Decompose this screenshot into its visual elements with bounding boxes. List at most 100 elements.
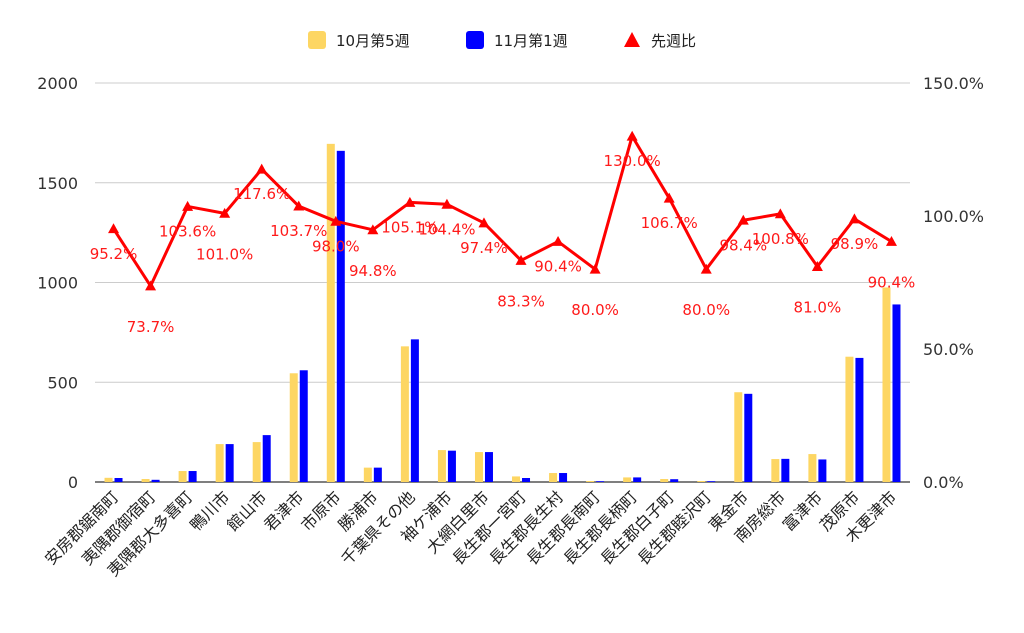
ratio-line: 95.2% 73.7% 103.6% 101.0% 117.6% 103.7%98.0% 9… bbox=[90, 130, 915, 336]
x-axis-categories: 安房郡鋸南町夷隅郡御宿町夷隅郡大多喜町鴨川市館山市君津市市原市勝浦市千葉県その他… bbox=[41, 487, 900, 580]
ratio-data-label: 97.4% bbox=[460, 239, 508, 257]
left-tick-label: 1000 bbox=[37, 274, 78, 293]
ratio-point bbox=[515, 254, 527, 265]
right-tick-label: 150.0% bbox=[923, 74, 984, 93]
ratio-data-label: 80.0% bbox=[682, 301, 730, 319]
ratio-point bbox=[441, 198, 453, 209]
ratio-point bbox=[737, 214, 749, 225]
legend-label: 10月第5週 bbox=[336, 32, 410, 50]
ratio-point bbox=[367, 224, 379, 235]
bar-oct-w5 bbox=[549, 473, 558, 482]
bar-nov-w1 bbox=[484, 452, 493, 482]
legend: 10月第5週 11月第1週 先週比 bbox=[308, 31, 696, 50]
ratio-point bbox=[293, 200, 305, 211]
bar-oct-w5 bbox=[104, 477, 113, 482]
bar-nov-w1 bbox=[336, 150, 345, 482]
bar-nov-w1 bbox=[225, 444, 234, 482]
bars bbox=[104, 143, 901, 482]
bar-oct-w5 bbox=[512, 476, 521, 482]
bar-oct-w5 bbox=[215, 444, 224, 482]
right-tick-label: 0.0% bbox=[923, 473, 964, 492]
ratio-point bbox=[552, 236, 564, 246]
bar-nov-w1 bbox=[114, 478, 123, 482]
bar-oct-w5 bbox=[808, 454, 817, 482]
ratio-point bbox=[108, 223, 120, 234]
bar-nov-w1 bbox=[855, 357, 864, 482]
bar-oct-w5 bbox=[252, 442, 261, 482]
bar-nov-w1 bbox=[892, 304, 901, 482]
ratio-data-label: 90.4% bbox=[534, 258, 582, 276]
ratio-point bbox=[219, 207, 231, 218]
ratio-point bbox=[478, 217, 490, 228]
bar-nov-w1 bbox=[818, 459, 827, 482]
ratio-point bbox=[774, 208, 786, 219]
left-tick-label: 0 bbox=[68, 473, 78, 492]
ratio-data-label: 101.0% bbox=[196, 245, 253, 263]
category-label: 君津市 bbox=[260, 487, 307, 534]
left-tick-label: 500 bbox=[47, 373, 78, 392]
bar-nov-w1 bbox=[373, 467, 382, 482]
left-axis: 0 500 1000 1500 2000 bbox=[37, 74, 78, 492]
ratio-point bbox=[404, 196, 416, 207]
ratio-line-path bbox=[112, 134, 893, 288]
bar-oct-w5 bbox=[363, 467, 372, 482]
ratio-data-label: 83.3% bbox=[497, 292, 545, 310]
legend-label: 11月第1週 bbox=[494, 32, 568, 50]
bar-oct-w5 bbox=[660, 479, 669, 482]
ratio-point bbox=[256, 163, 268, 174]
ratio-data-label: 98.4% bbox=[719, 236, 767, 254]
bar-nov-w1 bbox=[447, 450, 456, 482]
ratio-point bbox=[700, 263, 712, 274]
ratio-data-label: 106.7% bbox=[641, 214, 698, 232]
ratio-data-label: 95.2% bbox=[90, 245, 138, 263]
legend-label: 先週比 bbox=[651, 32, 696, 50]
bar-nov-w1 bbox=[522, 478, 531, 482]
bar-oct-w5 bbox=[289, 373, 298, 482]
ratio-data-label: 103.7% bbox=[270, 222, 327, 240]
ratio-data-label: 104.4% bbox=[418, 220, 475, 238]
ratio-data-label: 117.6% bbox=[233, 185, 290, 203]
bar-oct-w5 bbox=[882, 287, 891, 482]
bar-oct-w5 bbox=[734, 392, 743, 482]
category-label: 館山市 bbox=[223, 487, 270, 534]
bar-nov-w1 bbox=[299, 370, 308, 482]
right-tick-label: 100.0% bbox=[923, 207, 984, 226]
ratio-data-label: 103.6% bbox=[159, 222, 216, 240]
bar-oct-w5 bbox=[771, 459, 780, 482]
category-label: 鴨川市 bbox=[186, 487, 233, 534]
legend-swatch bbox=[308, 31, 326, 49]
bar-nov-w1 bbox=[151, 479, 160, 482]
ratio-data-label: 105.1% bbox=[381, 218, 438, 236]
bar-oct-w5 bbox=[586, 481, 595, 482]
ratio-data-label: 80.0% bbox=[571, 301, 619, 319]
category-label: 富津市 bbox=[779, 487, 826, 534]
ratio-point bbox=[182, 200, 194, 211]
bar-oct-w5 bbox=[437, 450, 446, 482]
right-tick-label: 50.0% bbox=[923, 340, 974, 359]
ratio-point bbox=[885, 236, 897, 246]
category-label: 市原市 bbox=[297, 487, 344, 534]
left-tick-label: 2000 bbox=[37, 74, 78, 93]
legend-swatch bbox=[466, 31, 484, 49]
right-axis: 0.0% 50.0% 100.0% 150.0% bbox=[923, 74, 984, 492]
ratio-point bbox=[811, 261, 823, 271]
ratio-point bbox=[330, 215, 342, 226]
ratio-point bbox=[848, 213, 860, 224]
ratio-data-label: 94.8% bbox=[349, 262, 397, 280]
ratio-data-label: 73.7% bbox=[127, 318, 175, 336]
ratio-data-label: 130.0% bbox=[604, 152, 661, 170]
ratio-point bbox=[663, 192, 675, 203]
bar-oct-w5 bbox=[400, 346, 409, 482]
bar-oct-w5 bbox=[326, 143, 335, 482]
bar-nov-w1 bbox=[188, 471, 197, 482]
ratio-data-label: 98.9% bbox=[831, 235, 879, 253]
gridlines bbox=[95, 82, 910, 483]
bar-oct-w5 bbox=[623, 477, 632, 482]
bar-nov-w1 bbox=[633, 477, 642, 482]
bar-nov-w1 bbox=[781, 458, 790, 482]
legend-swatch bbox=[624, 32, 640, 47]
bar-nov-w1 bbox=[559, 473, 568, 482]
bar-nov-w1 bbox=[744, 393, 753, 482]
bar-oct-w5 bbox=[474, 452, 483, 482]
